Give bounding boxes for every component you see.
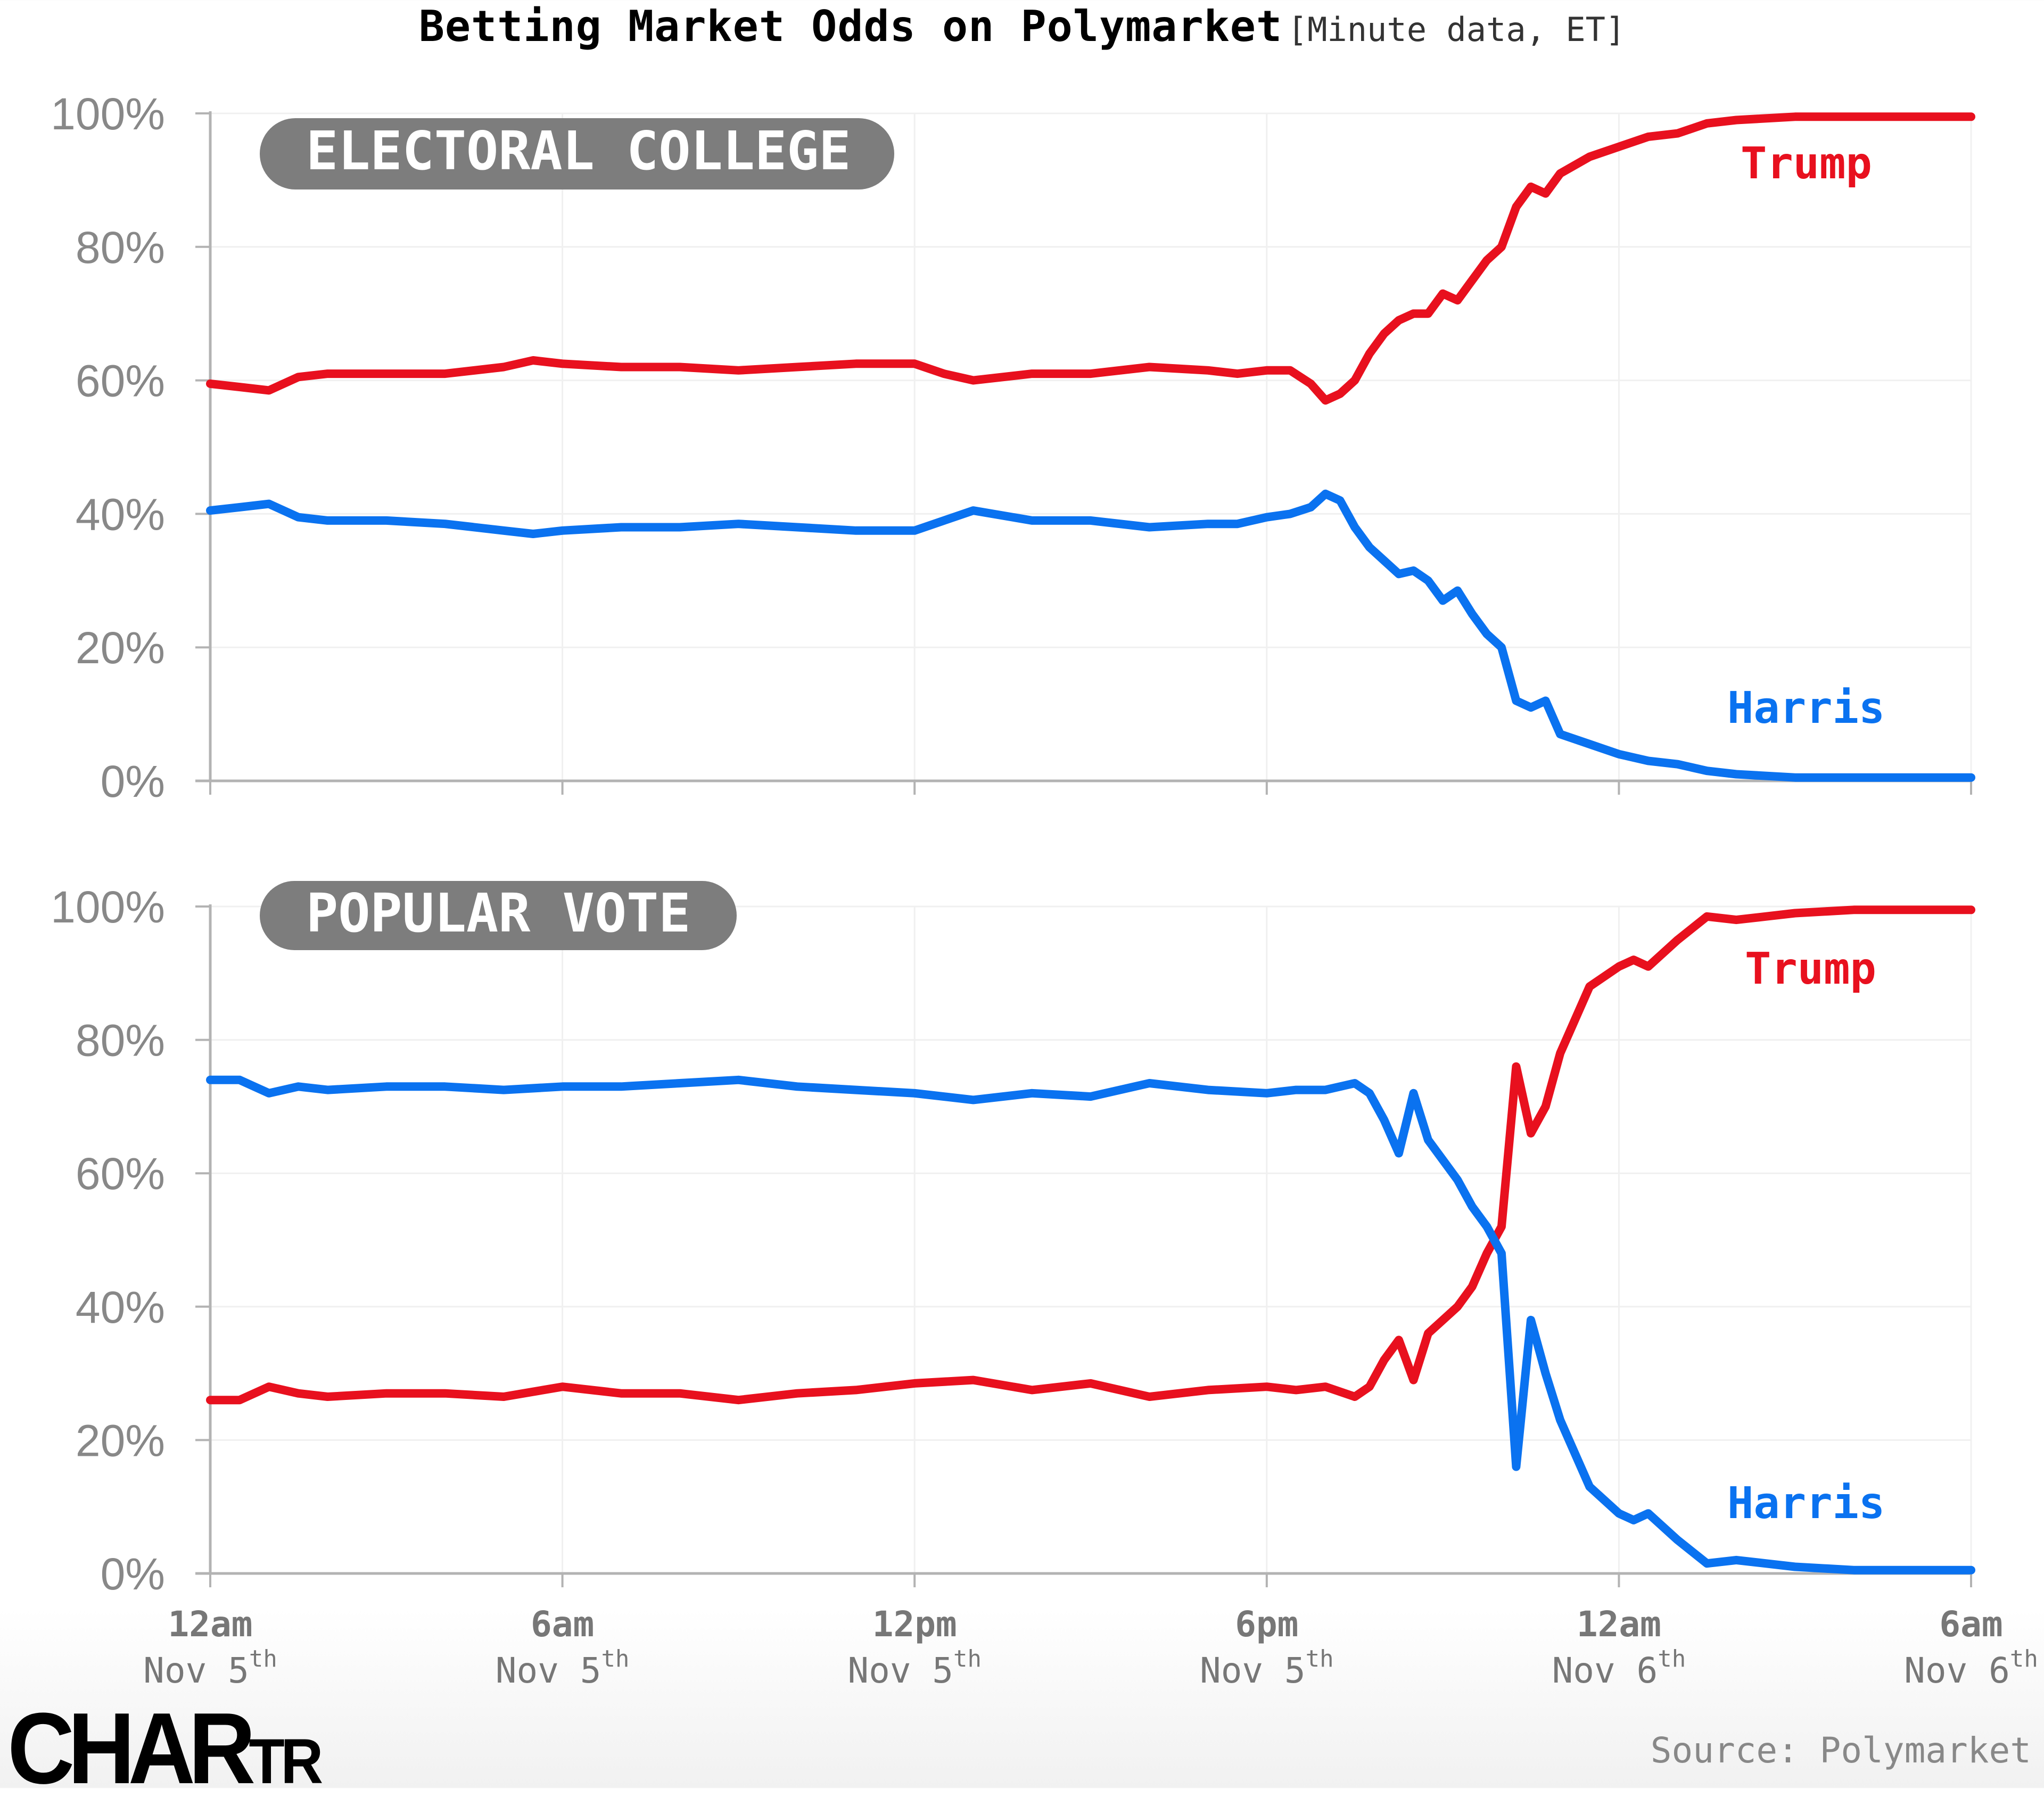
y-tick-label: 20% <box>76 1415 165 1465</box>
harris-line <box>206 1075 1975 1575</box>
y-tick-label: 40% <box>76 489 165 539</box>
harris-line <box>206 489 1975 782</box>
x-tick-date: Nov 6th <box>1552 1645 1686 1691</box>
panel-title: ELECTORAL COLLEGE <box>306 120 851 182</box>
x-tick-date: Nov 5th <box>496 1645 630 1691</box>
x-tick-date: Nov 6th <box>1904 1645 2038 1691</box>
y-tick-label: 0% <box>101 756 165 806</box>
trump-label: Trump <box>1745 944 1876 994</box>
electoral-college-panel: 0% 20% 40% 60% 80% 100% Trump Harris ELECTORAL C… <box>51 89 1975 806</box>
y-tick-label: 20% <box>76 623 165 673</box>
popular-vote-panel: 0% 20% 40% 60% 80% 100% Trump Harris POPULAR VOT… <box>51 881 2038 1691</box>
y-tick-label: 60% <box>76 1149 165 1199</box>
logo-text: CHARTR <box>7 1692 323 1805</box>
y-tick-label: 40% <box>76 1282 165 1332</box>
panel-title: POPULAR VOTE <box>306 882 690 944</box>
x-tick-time: 12am <box>1577 1604 1661 1645</box>
y-tick-label: 80% <box>76 1016 165 1066</box>
x-tick-time: 6am <box>1939 1604 2002 1645</box>
y-tick-label: 100% <box>51 89 165 139</box>
chart-title: Betting Market Odds on Polymarket [Minut… <box>0 0 2044 53</box>
harris-label: Harris <box>1727 683 1885 733</box>
x-tick-time: 6pm <box>1235 1604 1298 1645</box>
x-tick-time: 6am <box>531 1604 594 1645</box>
chart-title-main: Betting Market Odds on Polymarket <box>418 2 1283 51</box>
y-tick-label: 60% <box>76 356 165 406</box>
harris-label: Harris <box>1727 1478 1885 1529</box>
x-tick-date: Nov 5th <box>1200 1645 1334 1691</box>
chart-title-sub: [Minute data, ET] <box>1287 10 1626 49</box>
trump-label: Trump <box>1741 138 1872 189</box>
panel-title-pill <box>260 118 894 189</box>
x-tick-time: 12pm <box>872 1604 957 1645</box>
y-tick-label: 80% <box>76 222 165 273</box>
x-tick-date: Nov 5th <box>847 1645 982 1691</box>
trump-line <box>206 905 1975 1405</box>
trump-line <box>206 112 1975 405</box>
x-tick-date: Nov 5th <box>143 1645 277 1691</box>
y-tick-label: 100% <box>51 882 165 932</box>
chartr-logo: CHARTR <box>7 1698 323 1799</box>
y-tick-label: 0% <box>101 1549 165 1599</box>
x-tick-time: 12am <box>168 1604 253 1645</box>
panel-title-pill <box>260 881 737 950</box>
source-credit: Source: Polymarket <box>1650 1730 2031 1771</box>
